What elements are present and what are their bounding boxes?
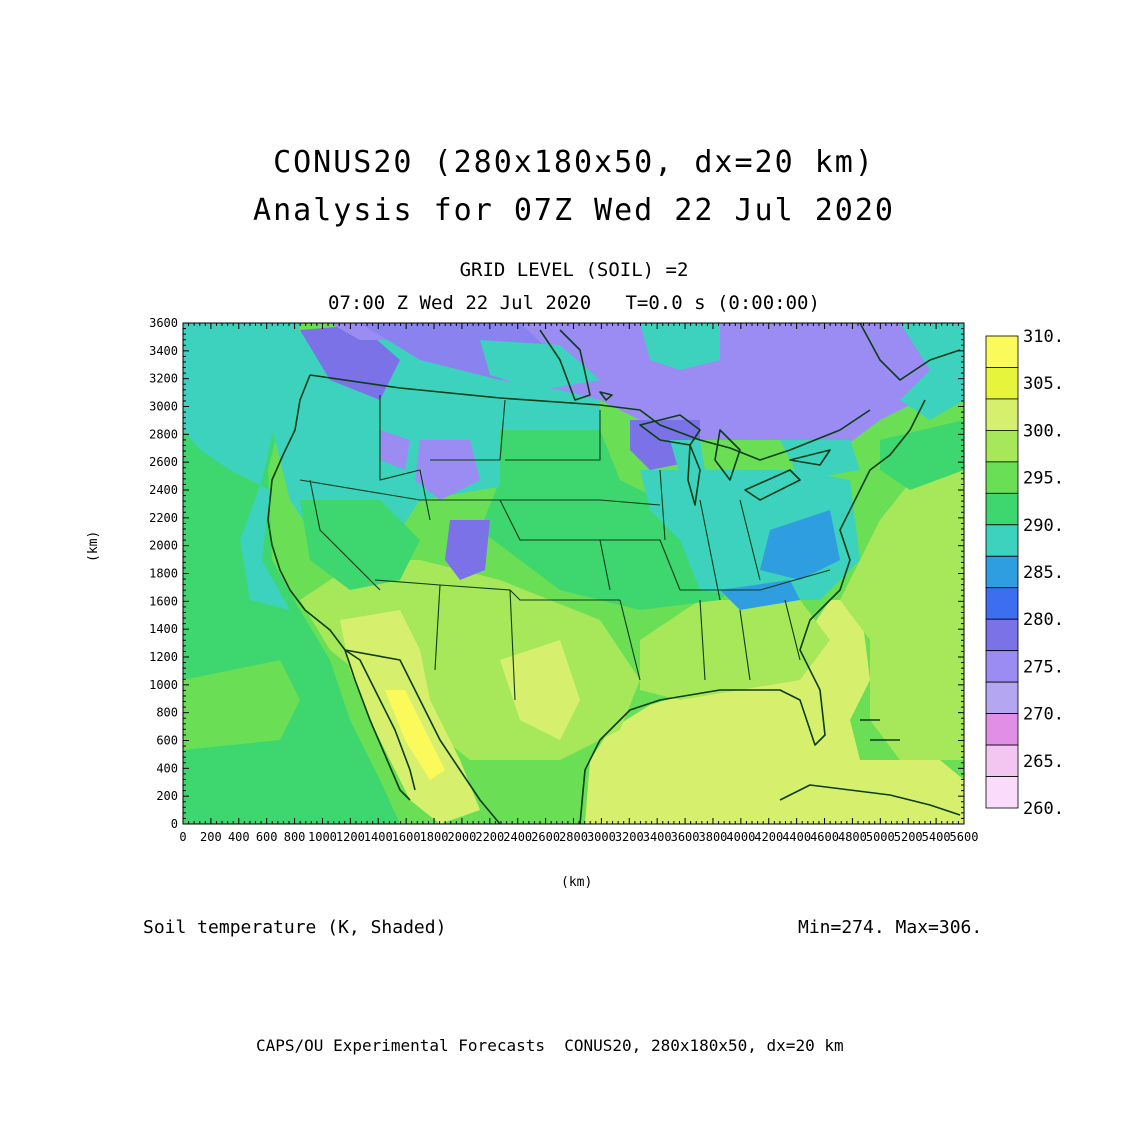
- y-tick-label: 1000: [149, 678, 178, 692]
- x-tick-label: 3600: [671, 830, 700, 844]
- y-tick-label: 2400: [149, 483, 178, 497]
- color-bar: 310. 305. 300. 295. 290. 285. 280. 275. 270. 265.…: [985, 327, 1064, 819]
- x-tick-label: 5400: [922, 830, 951, 844]
- y-tick-label: 2600: [149, 455, 178, 469]
- field-description: Soil temperature (K, Shaded): [143, 917, 447, 938]
- x-tick-label: 400: [228, 830, 250, 844]
- x-tick-label: 3400: [643, 830, 672, 844]
- color-bar-swatch: [985, 367, 1019, 400]
- color-bar-swatch: [985, 587, 1019, 620]
- us-west-coast: [267, 374, 416, 791]
- color-bar-swatch: [985, 429, 1019, 463]
- color-bar-swatch: [985, 335, 1019, 368]
- y-tick-label: 800: [156, 706, 178, 720]
- x-tick-label: 1600: [392, 830, 421, 844]
- color-bar-swatch: [985, 461, 1019, 494]
- y-axis-unit: (km): [86, 530, 101, 562]
- color-bar-label: 265.: [1023, 752, 1064, 772]
- y-tick-label: 1400: [149, 622, 178, 636]
- x-axis-unit: (km): [561, 875, 593, 890]
- x-tick-label: 5600: [950, 830, 979, 844]
- color-bar-swatch: [985, 776, 1019, 809]
- x-tick-label: 5000: [866, 830, 895, 844]
- x-tick-label: 600: [256, 830, 278, 844]
- atlantic-ocean-region: [840, 440, 964, 760]
- x-tick-label: 0: [179, 830, 186, 844]
- valid-time-label: 07:00 Z Wed 22 Jul 2020 T=0.0 s (0:00:00…: [328, 292, 820, 314]
- shaded-field: [183, 323, 964, 824]
- y-tick-label: 400: [156, 761, 178, 775]
- x-tick-label: 2600: [531, 830, 560, 844]
- us-gulf-coast: [579, 399, 926, 824]
- x-tick-label: 3200: [615, 830, 644, 844]
- color-bar-label: 290.: [1023, 516, 1064, 536]
- y-tick-label: 1600: [149, 594, 178, 608]
- x-tick-label: 2400: [503, 830, 532, 844]
- x-tick-label: 4000: [726, 830, 755, 844]
- gulf-of-mexico-region: [585, 600, 964, 824]
- baja-california: [344, 649, 411, 801]
- x-tick-label: 3000: [587, 830, 616, 844]
- title-line2: Analysis for 07Z Wed 22 Jul 2020: [253, 193, 895, 228]
- color-bar-label: 285.: [1023, 563, 1064, 583]
- color-bar-label: 270.: [1023, 705, 1064, 725]
- axis-ticks: 0 200 400 600 800 100012001400160018002000220…: [149, 316, 978, 844]
- y-tick-label: 600: [156, 734, 178, 748]
- color-bar-label: 260.: [1023, 799, 1064, 819]
- y-tick-label: 200: [156, 789, 178, 803]
- x-tick-label: 1200: [336, 830, 365, 844]
- x-tick-label: 3800: [699, 830, 728, 844]
- color-bar-label: 300.: [1023, 421, 1064, 441]
- x-tick-label: 4400: [782, 830, 811, 844]
- min-max-label: Min=274. Max=306.: [798, 917, 983, 938]
- great-lakes: [639, 414, 831, 506]
- color-bar-swatch: [985, 744, 1019, 777]
- mexico-west-coast: [344, 649, 501, 824]
- x-tick-label: 5200: [894, 830, 923, 844]
- grid-level-label: GRID LEVEL (SOIL) =2: [459, 259, 689, 281]
- y-tick-label: 3600: [149, 316, 178, 330]
- x-tick-label: 4200: [754, 830, 783, 844]
- x-tick-label: 200: [200, 830, 222, 844]
- x-tick-label: 2200: [475, 830, 504, 844]
- color-bar-label: 305.: [1023, 374, 1064, 394]
- y-tick-label: 3000: [149, 400, 178, 414]
- color-bar-swatch: [985, 524, 1019, 557]
- y-tick-label: 0: [171, 817, 178, 831]
- color-bar-label: 310.: [1023, 327, 1064, 347]
- map-outlines: [267, 323, 961, 824]
- y-tick-label: 1800: [149, 567, 178, 581]
- color-bar-swatch: [985, 398, 1019, 431]
- y-tick-label: 2800: [149, 427, 178, 441]
- color-bar-label: 295.: [1023, 469, 1064, 489]
- color-bar-swatch: [985, 492, 1019, 526]
- x-tick-label: 800: [284, 830, 306, 844]
- title-line1: CONUS20 (280x180x50, dx=20 km): [273, 145, 875, 180]
- x-tick-label: 1000: [308, 830, 337, 844]
- state-boundaries: [299, 395, 831, 701]
- x-tick-label: 4800: [838, 830, 867, 844]
- y-tick-label: 3200: [149, 372, 178, 386]
- y-tick-label: 1200: [149, 650, 178, 664]
- canada-us-border: [309, 374, 871, 461]
- color-bar-swatch: [985, 650, 1019, 683]
- color-bar-label: 280.: [1023, 610, 1064, 630]
- color-bar-swatch: [985, 618, 1019, 652]
- color-bar-swatch: [985, 681, 1019, 715]
- x-tick-label: 1800: [420, 830, 449, 844]
- color-bar-swatch: [985, 713, 1019, 746]
- credit-line: CAPS/OU Experimental Forecasts CONUS20, …: [256, 1036, 844, 1055]
- y-tick-label: 2000: [149, 539, 178, 553]
- x-tick-label: 4600: [810, 830, 839, 844]
- x-tick-label: 2800: [559, 830, 588, 844]
- y-tick-label: 3400: [149, 344, 178, 358]
- cuba-coastline: [779, 784, 961, 816]
- y-tick-label: 2200: [149, 511, 178, 525]
- color-bar-label: 275.: [1023, 657, 1064, 677]
- color-bar-swatch: [985, 555, 1019, 589]
- x-tick-label: 1400: [364, 830, 393, 844]
- x-tick-label: 2000: [447, 830, 476, 844]
